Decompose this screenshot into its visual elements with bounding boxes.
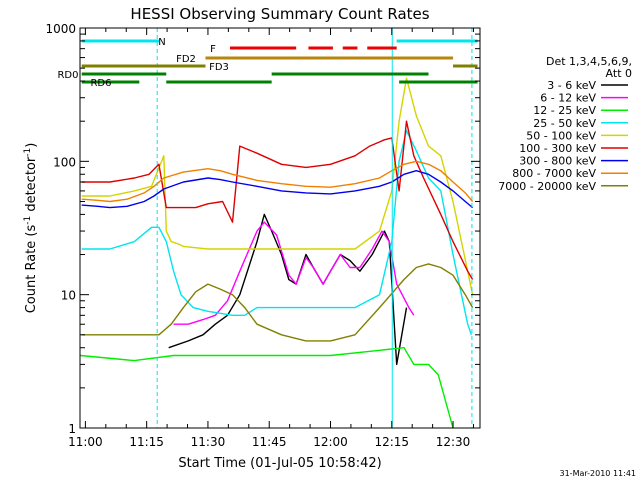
series-line-25-50-kev (81, 129, 473, 336)
axes: 11:00 11:15 11:30 11:45 12:00 12:15 12:30 1 10 10… (45, 22, 480, 449)
series-line-300-800-kev (81, 169, 474, 209)
series-line-6-12-kev (173, 221, 415, 325)
legend-header-line-1: Det 1,3,4,5,6,9, (546, 55, 632, 68)
x-tick-label-1: 11:00 (68, 435, 103, 449)
y-tick-label-3: 100 (53, 155, 76, 169)
x-tick-label-2: 11:15 (129, 435, 164, 449)
y-tick-label-2: 10 (61, 289, 76, 303)
legend-entry-label-3: 12 - 25 keV (533, 104, 596, 117)
series-line-12-25-kev (80, 347, 454, 429)
x-axis-label: Start Time (01-Jul-05 10:58:42) (178, 456, 381, 471)
legend-entry-label-5: 50 - 100 keV (526, 129, 596, 142)
series-layer (80, 77, 474, 429)
plot-frame (79, 27, 481, 429)
flag-label-rd6: RD6 (90, 78, 111, 89)
y-tick-label-1: 1 (68, 422, 76, 436)
legend-entry-label-1: 3 - 6 keV (547, 79, 596, 92)
series-line-100-300-kev (81, 120, 474, 280)
x-tick-label-7: 12:30 (436, 435, 471, 449)
series-line-50-100-kev (81, 77, 474, 295)
legend-header-line-2: Att 0 (606, 67, 632, 80)
legend-entry-label-6: 100 - 300 keV (519, 142, 596, 155)
x-tick-label-4: 11:45 (252, 435, 287, 449)
night-markers (156, 28, 473, 428)
legend-entry-label-4: 25 - 50 keV (533, 117, 596, 130)
flag-label-f: F (210, 44, 216, 55)
x-tick-label-5: 12:00 (313, 435, 348, 449)
legend-entry-label-9: 7000 - 20000 keV (498, 180, 596, 193)
legend-entry-label-7: 300 - 800 keV (519, 155, 596, 168)
y-tick-label-4: 1000 (45, 22, 76, 36)
flag-label-rd0: RD0 (57, 70, 78, 81)
flag-label-n: N (158, 37, 165, 48)
legend-entry-label-8: 800 - 7000 keV (512, 167, 596, 180)
series-line-7000-20000-kev (81, 263, 474, 342)
x-tick-label-3: 11:30 (191, 435, 226, 449)
y-axis-label: Count Rate (s-1 detector-1) (23, 143, 39, 314)
legend-entry-label-2: 6 - 12 keV (540, 92, 596, 105)
flag-label-fd2: FD2 (176, 54, 196, 65)
series-line-800-7000-kev (81, 160, 474, 203)
x-tick-label-6: 12:15 (374, 435, 409, 449)
flag-bars: N F FD2 FD3 RD0 RD6 (57, 37, 478, 89)
flag-label-fd3: FD3 (209, 62, 229, 73)
chart-title: HESSI Observing Summary Count Rates (130, 5, 429, 23)
footer-timestamp: 31-Mar-2010 11:41 (560, 469, 637, 478)
